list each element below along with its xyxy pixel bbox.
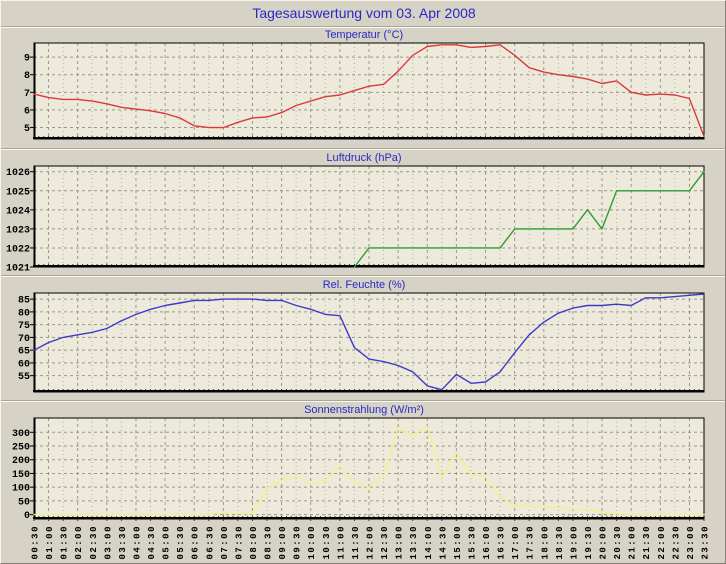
x-tick-label: 05:00 xyxy=(162,525,172,560)
x-tick-label: 03:30 xyxy=(118,525,128,560)
x-tick-label: 00:30 xyxy=(31,525,41,560)
x-tick-label: 03:00 xyxy=(103,525,113,560)
x-tick-label: 12:30 xyxy=(380,525,390,560)
y-tick-label: 250 xyxy=(12,442,30,453)
y-tick-label: 0 xyxy=(24,511,30,522)
separator xyxy=(1,148,725,150)
y-tick-label: 7 xyxy=(24,89,30,100)
temperature-chart-title: Temperatur (°C) xyxy=(324,29,404,41)
x-tick-label: 14:00 xyxy=(424,525,434,560)
y-tick-label: 8 xyxy=(24,71,30,82)
y-tick-label: 200 xyxy=(12,456,30,467)
y-tick-label: 55 xyxy=(18,372,30,383)
x-tick-label: 17:00 xyxy=(511,525,521,560)
x-tick-label: 08:30 xyxy=(264,525,274,560)
x-tick-label: 04:00 xyxy=(132,525,142,560)
y-tick-label: 1023 xyxy=(6,225,30,236)
pressure-chart: 1021 1022 1023 1024 1025 1026 xyxy=(6,165,705,275)
x-tick-label: 02:00 xyxy=(74,525,84,560)
x-tick-label: 13:30 xyxy=(409,525,419,560)
x-tick-label: 07:30 xyxy=(234,525,244,560)
x-tick-label: 21:30 xyxy=(642,525,652,560)
x-tick-label: 18:30 xyxy=(555,525,565,560)
x-tick-label: 23:30 xyxy=(701,525,711,560)
x-tick-label: 11:00 xyxy=(336,525,346,560)
x-tick-label: 17:30 xyxy=(526,525,536,560)
x-tick-label: 15:00 xyxy=(453,525,463,560)
y-tick-label: 1021 xyxy=(6,264,30,275)
x-tick-label: 10:30 xyxy=(322,525,332,560)
x-tick-label: 19:00 xyxy=(569,525,579,560)
humidity-chart-title: Rel. Feuchte (%) xyxy=(322,279,406,291)
y-tick-label: 1025 xyxy=(6,187,30,198)
x-tick-label: 20:30 xyxy=(613,525,623,560)
x-tick-label: 23:00 xyxy=(686,525,696,560)
x-tick-label: 15:30 xyxy=(467,525,477,560)
y-tick-label: 1022 xyxy=(6,244,30,255)
y-tick-label: 9 xyxy=(24,54,30,65)
y-tick-label: 75 xyxy=(18,321,30,332)
x-tick-label: 20:00 xyxy=(599,525,609,560)
y-tick-label: 6 xyxy=(24,106,30,117)
x-tick-label: 22:00 xyxy=(657,525,667,560)
solar-radiation-chart: 0 50 100 150 200 250 300 xyxy=(12,417,705,522)
x-tick-label: 06:00 xyxy=(191,525,201,560)
x-tick-label: 04:30 xyxy=(147,525,157,560)
series-line xyxy=(33,426,705,516)
y-tick-label: 300 xyxy=(12,429,30,440)
separator xyxy=(1,400,725,402)
x-tick-label: 07:00 xyxy=(220,525,230,560)
y-tick-label: 5 xyxy=(24,124,30,135)
y-tick-label: 50 xyxy=(18,497,30,508)
y-tick-label: 65 xyxy=(18,347,30,358)
x-tick-label: 19:30 xyxy=(584,525,594,560)
x-tick-label: 18:00 xyxy=(540,525,550,560)
temperature-chart: 5 6 7 8 9 xyxy=(24,42,705,140)
x-tick-label: 22:30 xyxy=(671,525,681,560)
x-tick-label: 11:30 xyxy=(351,525,361,560)
y-tick-label: 85 xyxy=(18,296,30,307)
y-tick-label: 1026 xyxy=(6,168,30,179)
x-tick-label: 09:00 xyxy=(278,525,288,560)
y-tick-label: 60 xyxy=(18,359,30,370)
page-title: Tagesauswertung vom 03. Apr 2008 xyxy=(252,5,476,21)
y-tick-label: 100 xyxy=(12,484,30,495)
x-tick-label: 09:30 xyxy=(293,525,303,560)
x-tick-label: 08:00 xyxy=(249,525,259,560)
y-tick-label: 150 xyxy=(12,470,30,481)
series-line xyxy=(353,170,705,268)
x-tick-label: 16:00 xyxy=(482,525,492,560)
pressure-chart-title: Luftdruck (hPa) xyxy=(326,152,402,164)
x-tick-label: 06:30 xyxy=(205,525,215,560)
y-tick-label: 80 xyxy=(18,308,30,319)
solar-radiation-chart-title: Sonnenstrahlung (W/m²) xyxy=(304,404,424,416)
x-tick-label: 21:00 xyxy=(628,525,638,560)
x-tick-label: 05:30 xyxy=(176,525,186,560)
separator xyxy=(1,275,725,277)
separator xyxy=(1,26,725,28)
x-axis-labels: 00:30 01:00 01:30 02:00 02:30 03:00 03:30 04:00… xyxy=(31,519,711,560)
y-tick-label: 1024 xyxy=(6,206,30,217)
x-tick-label: 01:00 xyxy=(45,525,55,560)
x-tick-label: 13:00 xyxy=(395,525,405,560)
x-tick-label: 10:00 xyxy=(307,525,317,560)
x-tick-label: 16:30 xyxy=(497,525,507,560)
y-tick-label: 70 xyxy=(18,334,30,345)
series-line xyxy=(33,44,705,138)
series-line xyxy=(33,293,705,391)
x-tick-label: 12:00 xyxy=(366,525,376,560)
x-tick-label: 01:30 xyxy=(60,525,70,560)
x-tick-label: 14:30 xyxy=(438,525,448,560)
x-tick-label: 02:30 xyxy=(89,525,99,560)
